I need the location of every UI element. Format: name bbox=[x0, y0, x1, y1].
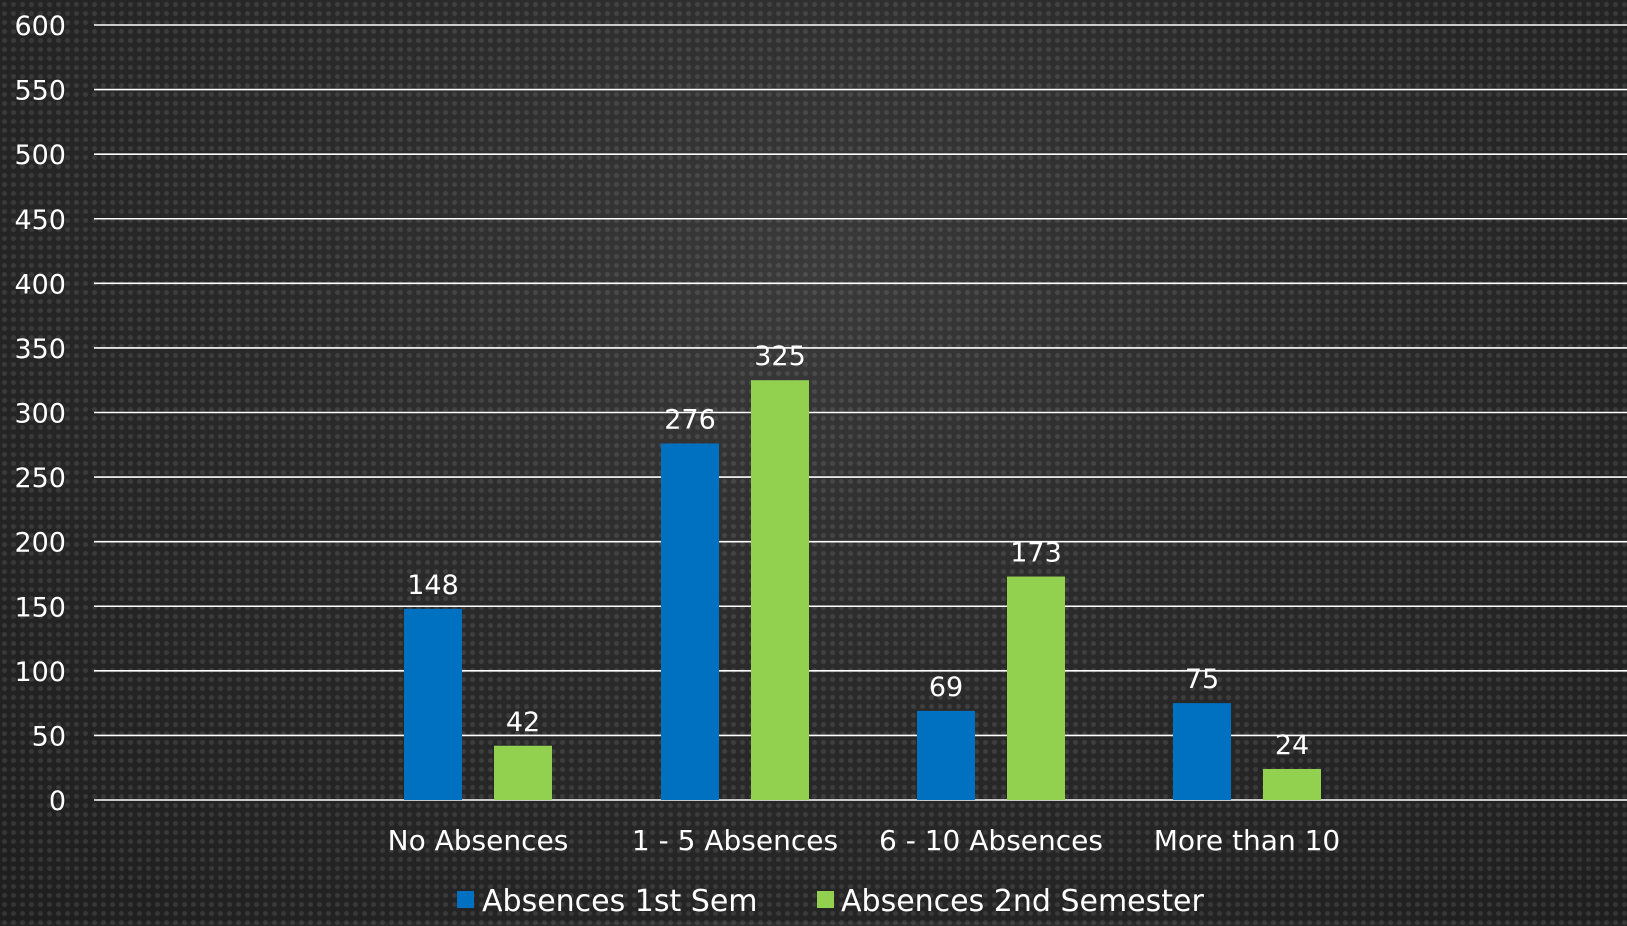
y-axis-ticks: 0 50 100 150 200 250 300 350 400 450 500 550 600 bbox=[14, 11, 66, 817]
data-label: 24 bbox=[1275, 730, 1309, 761]
data-label: 75 bbox=[1185, 664, 1219, 695]
y-tick-label: 350 bbox=[14, 334, 66, 365]
bar-series-2-4 bbox=[1263, 769, 1321, 800]
legend-label-series-2: Absences 2nd Semester bbox=[841, 884, 1204, 919]
x-axis-ticks: No Absences 1 - 5 Absences 6 - 10 Absences… bbox=[388, 824, 1341, 857]
data-labels: 148 276 69 75 42 325 173 24 bbox=[407, 341, 1309, 761]
y-tick-label: 250 bbox=[14, 463, 66, 494]
y-tick-label: 600 bbox=[14, 11, 66, 42]
y-tick-label: 100 bbox=[14, 657, 66, 688]
legend-swatch-series-1 bbox=[457, 891, 474, 908]
data-label: 276 bbox=[664, 405, 716, 436]
bar-series-2-2 bbox=[751, 380, 809, 800]
bar-series-2-3 bbox=[1007, 576, 1065, 800]
x-tick-label: No Absences bbox=[388, 824, 569, 857]
bar-series-1-2 bbox=[661, 443, 719, 800]
y-tick-label: 450 bbox=[14, 205, 66, 236]
legend-label-series-1: Absences 1st Sem bbox=[482, 884, 758, 919]
y-tick-label: 50 bbox=[32, 721, 66, 752]
data-label: 69 bbox=[929, 672, 963, 703]
x-tick-label: 6 - 10 Absences bbox=[879, 824, 1103, 857]
gridlines bbox=[94, 24, 1627, 801]
bar-series-1-3 bbox=[917, 710, 975, 800]
y-tick-label: 200 bbox=[14, 528, 66, 559]
legend-swatch-series-2 bbox=[817, 891, 834, 908]
x-tick-label: 1 - 5 Absences bbox=[632, 824, 838, 857]
y-tick-label: 0 bbox=[49, 786, 66, 817]
x-tick-label: More than 10 bbox=[1154, 824, 1340, 857]
data-label: 42 bbox=[506, 707, 540, 738]
bar-series-2-1 bbox=[494, 745, 552, 800]
y-tick-label: 550 bbox=[14, 76, 66, 107]
bar-series-1-4 bbox=[1173, 703, 1231, 800]
y-tick-label: 300 bbox=[14, 399, 66, 430]
legend: Absences 1st Sem Absences 2nd Semester bbox=[457, 884, 1204, 919]
bars bbox=[404, 380, 1321, 800]
y-tick-label: 400 bbox=[14, 269, 66, 300]
data-label: 148 bbox=[407, 570, 459, 601]
bar-series-1-1 bbox=[404, 608, 462, 800]
y-tick-label: 150 bbox=[14, 592, 66, 623]
y-tick-label: 500 bbox=[14, 140, 66, 171]
data-label: 173 bbox=[1010, 538, 1062, 569]
data-label: 325 bbox=[754, 341, 806, 372]
